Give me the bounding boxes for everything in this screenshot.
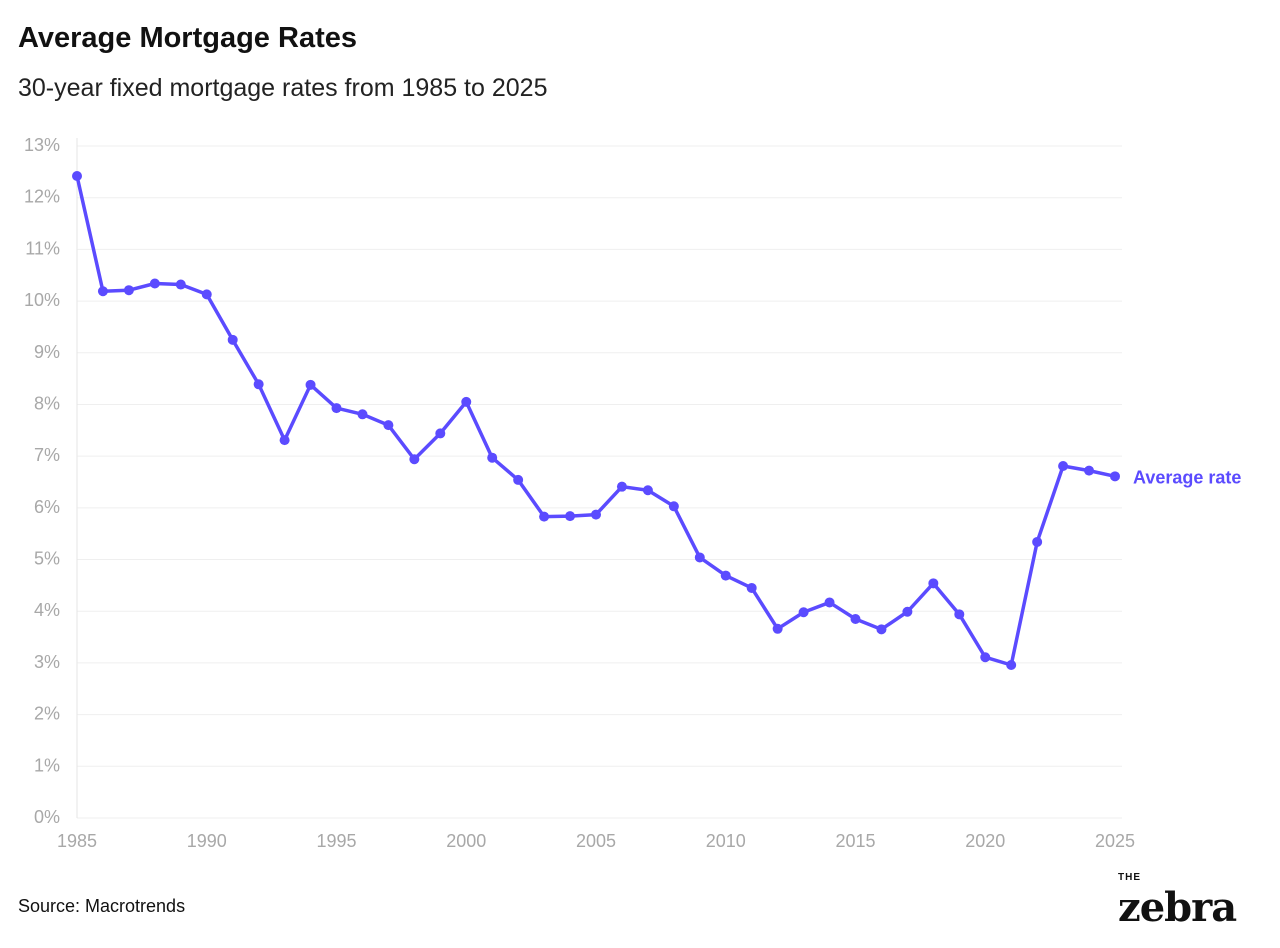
data-point: [954, 609, 965, 620]
data-point: [668, 501, 679, 512]
y-tick-label: 4%: [34, 600, 60, 620]
data-point: [876, 624, 887, 635]
data-point: [72, 170, 82, 181]
x-tick-label: 2025: [1095, 831, 1135, 851]
data-point: [409, 454, 420, 465]
y-tick-label: 3%: [34, 652, 60, 672]
y-tick-label: 9%: [34, 342, 60, 362]
data-point: [279, 435, 290, 446]
x-tick-label: 1990: [187, 831, 227, 851]
data-point: [227, 334, 238, 345]
data-point: [539, 511, 550, 522]
data-point: [1084, 465, 1095, 476]
data-point: [1006, 659, 1017, 670]
data-point: [772, 623, 783, 634]
zebra-logo: THE zebra: [1118, 872, 1237, 932]
data-point: [331, 403, 342, 414]
y-tick-label: 2%: [34, 704, 60, 724]
data-point: [746, 582, 757, 593]
data-point: [253, 379, 264, 390]
logo-zebra: zebra: [1118, 884, 1237, 931]
data-point: [383, 420, 394, 431]
y-tick-label: 11%: [25, 238, 60, 258]
logo-the: THE: [1118, 872, 1141, 883]
data-point: [565, 511, 576, 522]
data-point: [435, 428, 446, 439]
data-point: [980, 652, 991, 663]
data-point: [720, 570, 731, 581]
x-tick-label: 2015: [835, 831, 875, 851]
data-point: [305, 379, 316, 390]
data-point: [1032, 536, 1043, 547]
x-tick-label: 1985: [57, 831, 97, 851]
data-point: [798, 607, 809, 618]
data-point: [461, 396, 472, 407]
y-tick-label: 13%: [24, 135, 60, 155]
y-tick-label: 0%: [34, 807, 60, 827]
data-point: [357, 409, 368, 420]
series-label: Average rate: [1133, 467, 1241, 487]
y-tick-label: 6%: [34, 497, 60, 517]
data-point: [201, 289, 212, 300]
data-point: [97, 286, 108, 297]
data-point: [149, 278, 160, 289]
x-tick-label: 2000: [446, 831, 486, 851]
chart-title: Average Mortgage Rates: [18, 22, 357, 54]
data-point: [1058, 460, 1069, 471]
x-tick-label: 2010: [706, 831, 746, 851]
data-point: [642, 485, 653, 496]
x-tick-label: 2005: [576, 831, 616, 851]
data-point: [928, 578, 939, 589]
x-tick-label: 2020: [965, 831, 1005, 851]
y-tick-label: 1%: [34, 755, 60, 775]
data-point: [487, 452, 498, 463]
y-tick-label: 12%: [24, 187, 60, 207]
data-point: [1110, 471, 1120, 482]
data-point: [591, 509, 601, 520]
data-point: [694, 552, 705, 563]
data-point: [123, 285, 134, 296]
data-point: [513, 474, 524, 485]
y-tick-label: 8%: [34, 393, 60, 413]
x-tick-label: 1995: [316, 831, 356, 851]
data-point: [850, 613, 861, 624]
data-point: [902, 606, 913, 617]
data-point: [175, 279, 186, 290]
y-tick-label: 5%: [34, 549, 60, 569]
data-point: [824, 597, 835, 608]
y-tick-label: 10%: [24, 290, 60, 310]
chart-subtitle: 30-year fixed mortgage rates from 1985 t…: [18, 74, 548, 102]
data-point: [616, 481, 627, 492]
y-tick-label: 7%: [34, 445, 60, 465]
source-note: Source: Macrotrends: [18, 896, 186, 916]
